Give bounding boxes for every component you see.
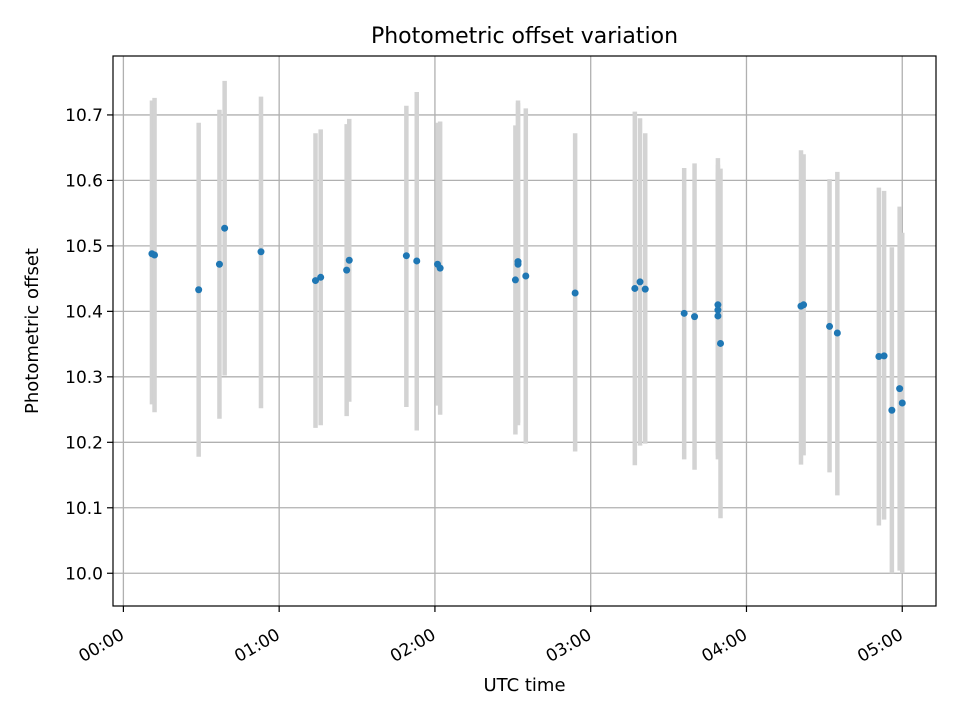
data-point-7 [317, 273, 325, 281]
x-axis-label: UTC time [483, 675, 565, 696]
data-point-13 [436, 264, 444, 272]
chart-title: Photometric offset variation [371, 24, 678, 49]
data-point-18 [571, 289, 579, 297]
y-tick-label-1: 10.1 [65, 499, 103, 519]
data-point-17 [522, 272, 530, 280]
data-point-20 [636, 278, 644, 286]
y-tick-label-5: 10.5 [65, 237, 103, 257]
y-axis-label: Photometric offset [22, 248, 43, 414]
data-point-22 [680, 309, 688, 317]
data-point-14 [511, 276, 519, 284]
data-point-29 [800, 301, 808, 309]
data-point-34 [888, 406, 896, 414]
data-point-1 [151, 251, 159, 259]
data-point-30 [826, 322, 834, 330]
data-point-5 [257, 248, 265, 256]
y-tick-label-0: 10.0 [65, 564, 103, 584]
y-tick-label-2: 10.2 [65, 433, 103, 453]
data-points [148, 224, 906, 414]
data-point-23 [691, 313, 699, 321]
data-point-10 [402, 252, 410, 260]
data-point-35 [896, 385, 904, 393]
data-point-33 [880, 352, 888, 360]
data-point-9 [345, 256, 353, 264]
data-point-6 [312, 277, 320, 285]
data-point-26 [714, 312, 722, 320]
data-point-25 [714, 306, 722, 314]
data-point-19 [631, 284, 639, 292]
y-tick-label-4: 10.4 [65, 302, 103, 322]
data-point-32 [875, 353, 883, 361]
data-point-2 [195, 286, 203, 294]
plot-frame [112, 55, 937, 607]
data-point-11 [413, 257, 421, 265]
data-point-8 [343, 266, 351, 274]
data-point-3 [215, 260, 223, 268]
data-point-4 [221, 224, 229, 232]
data-point-27 [717, 339, 725, 347]
data-point-16 [514, 260, 522, 268]
data-point-21 [641, 285, 649, 293]
data-point-24 [714, 301, 722, 309]
y-tick-label-6: 10.6 [65, 171, 103, 191]
data-point-36 [898, 399, 906, 407]
data-point-31 [833, 329, 841, 337]
y-tick-label-3: 10.3 [65, 368, 103, 388]
y-tick-label-7: 10.7 [65, 106, 103, 126]
